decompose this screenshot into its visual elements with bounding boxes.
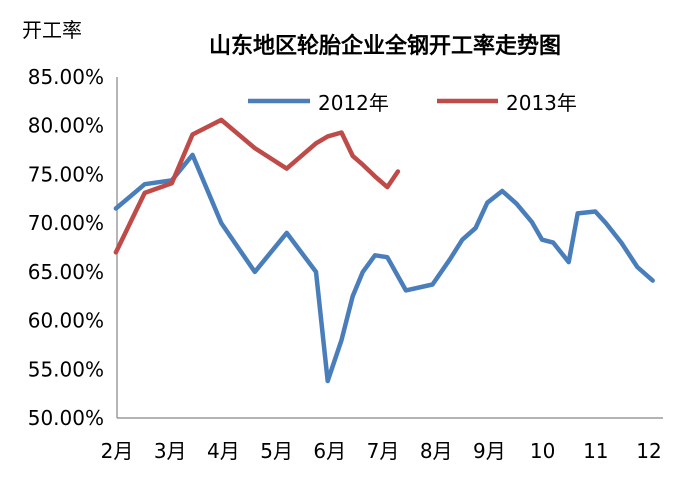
x-tick-label: 5月: [260, 439, 293, 463]
series-line-2012: [113, 152, 655, 384]
y-tick-label: 50.00%: [28, 406, 104, 430]
y-tick-group: 85.00% 80.00% 75.00% 70.00% 65.00% 60.00% 55.0…: [28, 65, 104, 430]
x-tick-group: 2月 3月 4月 5月 6月 7月 8月 9月 10 11 12: [101, 439, 662, 463]
series-line-2013: [113, 117, 401, 255]
series-group: [113, 117, 655, 384]
x-tick-label: 4月: [207, 439, 240, 463]
x-tick-label: 9月: [473, 439, 506, 463]
y-tick-label: 65.00%: [28, 260, 104, 284]
y-tick-label: 75.00%: [28, 162, 104, 186]
y-tick-label: 60.00%: [28, 309, 104, 333]
x-tick-label: 6月: [313, 439, 346, 463]
legend-label-2013: 2013年: [506, 91, 577, 115]
x-tick-label: 3月: [154, 439, 187, 463]
x-tick-label: 7月: [367, 439, 400, 463]
x-tick-label: 2月: [101, 439, 134, 463]
x-tick-label: 11: [583, 439, 608, 463]
chart-title: 山东地区轮胎企业全钢开工率走势图: [209, 33, 561, 59]
legend: 2012年 2013年: [248, 91, 577, 115]
y-tick-label: 55.00%: [28, 357, 104, 381]
y-tick-label: 85.00%: [28, 65, 104, 89]
legend-label-2012: 2012年: [318, 91, 389, 115]
y-axis-title: 开工率: [22, 18, 82, 42]
y-tick-label: 80.00%: [28, 114, 104, 138]
x-tick-label: 12: [636, 439, 661, 463]
x-tick-label: 8月: [420, 439, 453, 463]
y-tick-label: 70.00%: [28, 211, 104, 235]
x-tick-label: 10: [530, 439, 555, 463]
